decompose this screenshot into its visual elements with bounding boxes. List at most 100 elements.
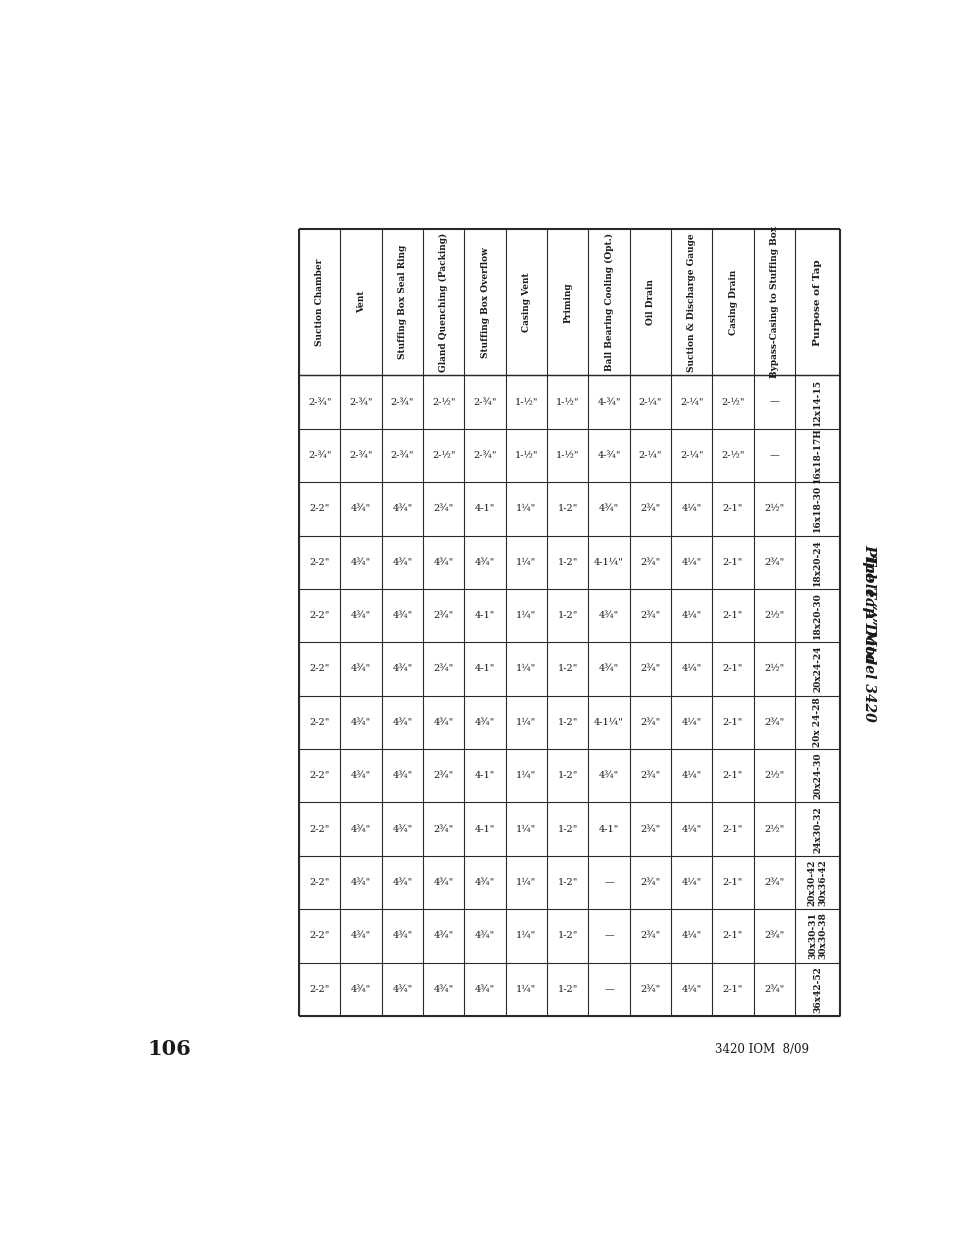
Text: 30x30-31
30x30-38: 30x30-31 30x30-38 [807,913,826,960]
Text: 4¾": 4¾" [433,718,454,727]
Text: 2½": 2½" [763,611,783,620]
Text: Pipe Tap Data: Pipe Tap Data [862,545,876,662]
Text: 4¾": 4¾" [433,931,454,940]
Text: 2-¾": 2-¾" [390,398,414,406]
Text: Suction & Discharge Gauge: Suction & Discharge Gauge [686,233,696,372]
Text: 4¾": 4¾" [598,611,618,620]
Text: 2-2": 2-2" [309,825,330,834]
Text: 4¾": 4¾" [392,825,412,834]
Text: 4¾": 4¾" [392,718,412,727]
Text: 2-¼": 2-¼" [638,451,661,459]
Text: 1¼": 1¼" [516,771,536,781]
Text: 2¾": 2¾" [433,504,454,514]
Text: 2¾": 2¾" [433,771,454,781]
Text: 2-2": 2-2" [309,664,330,673]
Text: 2-¼": 2-¼" [638,398,661,406]
Text: 1-½": 1-½" [556,451,578,459]
Text: 4¾": 4¾" [392,984,412,994]
Text: 2¾": 2¾" [639,718,659,727]
Text: 4¾": 4¾" [351,611,371,620]
Text: 4¾": 4¾" [351,984,371,994]
Text: 20x30-42
30x36-42: 20x30-42 30x36-42 [807,860,826,906]
Text: 2¾": 2¾" [763,984,783,994]
Text: Table “A” Model 3420: Table “A” Model 3420 [862,555,876,721]
Text: 4¾": 4¾" [351,878,371,887]
Text: 4-1¼": 4-1¼" [594,558,623,567]
Text: 1¼": 1¼" [516,558,536,567]
Text: 2-2": 2-2" [309,611,330,620]
Text: 2-2": 2-2" [309,718,330,727]
Text: 2¾": 2¾" [433,825,454,834]
Text: 1-½": 1-½" [514,398,537,406]
Text: 4-1": 4-1" [475,504,495,514]
Text: 1-2": 1-2" [557,825,578,834]
Text: Oil Drain: Oil Drain [645,279,654,325]
Text: 4¾": 4¾" [475,718,495,727]
Text: 1¼": 1¼" [516,664,536,673]
Text: 2-¾": 2-¾" [390,451,414,459]
Text: 20x24-24: 20x24-24 [812,646,821,693]
Text: 2-1": 2-1" [722,878,742,887]
Text: 4¾": 4¾" [351,558,371,567]
Text: 4¼": 4¼" [680,825,701,834]
Text: 2¾": 2¾" [639,504,659,514]
Text: 2-1": 2-1" [722,611,742,620]
Text: 4¼": 4¼" [680,611,701,620]
Text: Casing Vent: Casing Vent [521,273,530,332]
Text: 4¾": 4¾" [598,771,618,781]
Text: 1-2": 1-2" [557,931,578,940]
Text: 1-2": 1-2" [557,504,578,514]
Text: 4¾": 4¾" [351,931,371,940]
Text: 2-½": 2-½" [720,398,744,406]
Text: 2-¾": 2-¾" [349,398,373,406]
Text: 2-¾": 2-¾" [308,398,331,406]
Text: 4¾": 4¾" [475,931,495,940]
Text: 20x24-30: 20x24-30 [812,752,821,799]
Text: 2-¾": 2-¾" [308,451,331,459]
Text: 4-¾": 4-¾" [597,398,620,406]
Text: 1-2": 1-2" [557,984,578,994]
Text: 4¼": 4¼" [680,931,701,940]
Text: 4-1¼": 4-1¼" [594,718,623,727]
Text: 1¼": 1¼" [516,718,536,727]
Text: 2¾": 2¾" [639,771,659,781]
Text: 2-1": 2-1" [722,931,742,940]
Text: —: — [603,984,614,994]
Text: 4¾": 4¾" [433,878,454,887]
Text: 4-1": 4-1" [475,664,495,673]
Text: 1-2": 1-2" [557,611,578,620]
Text: 4¼": 4¼" [680,504,701,514]
Text: 2-2": 2-2" [309,771,330,781]
Text: 20x 24-28: 20x 24-28 [812,698,821,747]
Text: 2¾": 2¾" [763,558,783,567]
Text: 1¼": 1¼" [516,611,536,620]
Text: 1-½": 1-½" [514,451,537,459]
Text: 4¾": 4¾" [392,771,412,781]
Text: —: — [769,451,779,459]
Text: 4¾": 4¾" [475,878,495,887]
Text: 2-1": 2-1" [722,664,742,673]
Text: 2¾": 2¾" [639,878,659,887]
Text: 2¾": 2¾" [639,984,659,994]
Text: 4-1": 4-1" [598,825,618,834]
Text: 18x20-30: 18x20-30 [812,593,821,638]
Text: 16x18-17H: 16x18-17H [812,427,821,483]
Text: 2¾": 2¾" [639,558,659,567]
Text: 2-½": 2-½" [720,451,744,459]
Text: 4-1": 4-1" [475,611,495,620]
Text: 1¼": 1¼" [516,825,536,834]
Text: 4-1": 4-1" [475,825,495,834]
Text: 1-2": 1-2" [557,771,578,781]
Text: 2¾": 2¾" [639,611,659,620]
Text: 2-¾": 2-¾" [473,451,497,459]
Text: 2½": 2½" [763,771,783,781]
Text: 1¼": 1¼" [516,878,536,887]
Text: 4-¾": 4-¾" [597,451,620,459]
Text: 2-2": 2-2" [309,558,330,567]
Text: 36x42-52: 36x42-52 [812,966,821,1013]
Text: 2¾": 2¾" [763,878,783,887]
Text: Stuffing Box Seal Ring: Stuffing Box Seal Ring [397,245,407,359]
Text: 24x30-32: 24x30-32 [812,805,821,852]
Text: 2-1": 2-1" [722,771,742,781]
Text: —: — [769,398,779,406]
